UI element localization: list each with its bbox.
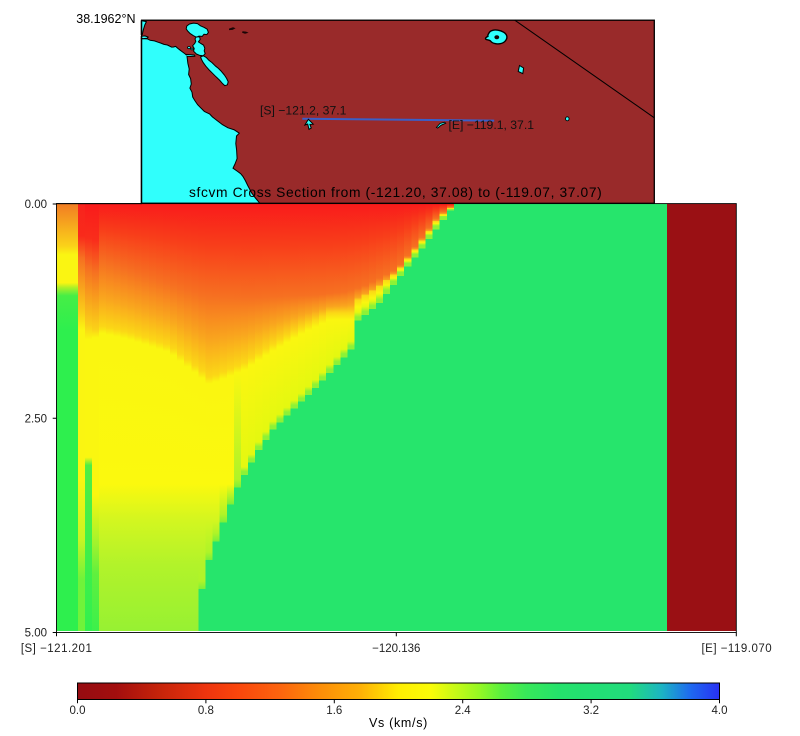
svg-text:0.00: 0.00: [25, 199, 47, 211]
svg-text:[S] −121.201: [S] −121.201: [21, 643, 93, 655]
svg-text:3.2: 3.2: [583, 705, 599, 717]
svg-text:[E] −119.070: [E] −119.070: [701, 643, 772, 655]
svg-text:38.1962°N: 38.1962°N: [76, 12, 135, 26]
svg-text:sfcvm Cross Section from (-121: sfcvm Cross Section from (-121.20, 37.08…: [189, 185, 602, 200]
svg-text:Vs (km/s): Vs (km/s): [369, 716, 428, 730]
svg-text:2.4: 2.4: [455, 705, 472, 717]
svg-text:−120.136: −120.136: [372, 643, 420, 655]
svg-text:[S] −121.2, 37.1: [S] −121.2, 37.1: [260, 104, 347, 118]
svg-text:[E] −119.1, 37.1: [E] −119.1, 37.1: [449, 118, 535, 132]
svg-text:0.8: 0.8: [198, 705, 214, 717]
svg-text:5.00: 5.00: [25, 628, 47, 640]
svg-text:4.0: 4.0: [712, 705, 728, 717]
svg-text:2.50: 2.50: [25, 413, 47, 425]
svg-text:0.0: 0.0: [70, 705, 86, 717]
svg-text:1.6: 1.6: [326, 705, 342, 717]
